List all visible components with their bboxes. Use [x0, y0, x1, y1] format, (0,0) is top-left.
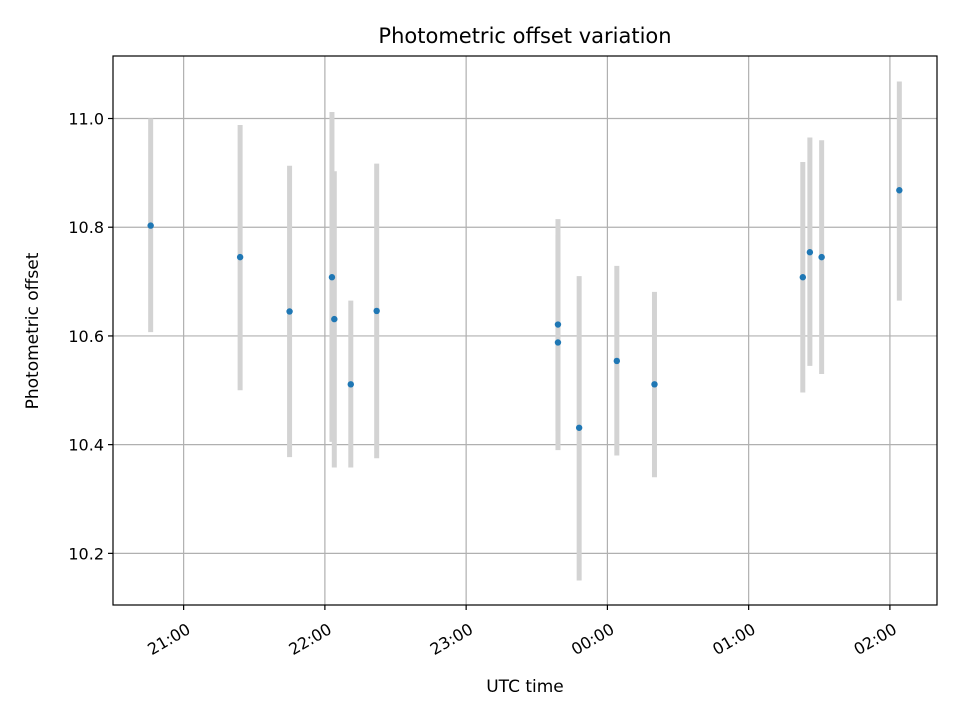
data-point — [147, 222, 154, 229]
data-point — [818, 253, 825, 261]
data-point — [554, 321, 562, 328]
plot-frame — [112, 55, 938, 606]
data-point — [806, 249, 814, 256]
data-point — [613, 357, 621, 365]
y-axis-title: Photometric offset — [23, 252, 43, 409]
data-point — [236, 253, 244, 261]
data-point — [286, 308, 293, 315]
y-tick-label: 10.4 — [68, 436, 104, 455]
y-tick-label: 10.8 — [68, 218, 104, 237]
data-point — [575, 424, 583, 431]
data-point — [554, 339, 562, 346]
data-point — [347, 381, 354, 388]
data-point — [328, 274, 336, 281]
y-tick-label: 10.2 — [68, 544, 104, 563]
data-point — [651, 381, 658, 388]
y-tick-label: 10.6 — [68, 327, 104, 346]
grid — [113, 56, 937, 605]
data-point — [896, 187, 903, 194]
data-point — [799, 274, 807, 281]
data-points — [147, 187, 903, 431]
chart-title: Photometric offset variation — [378, 24, 671, 48]
y-axis-ticks: 10.2 10.4 10.6 10.8 11.0 — [68, 110, 113, 563]
data-point — [373, 307, 380, 315]
data-point — [331, 315, 338, 323]
y-tick-label: 11.0 — [68, 110, 104, 129]
x-axis-title: UTC time — [486, 677, 564, 697]
